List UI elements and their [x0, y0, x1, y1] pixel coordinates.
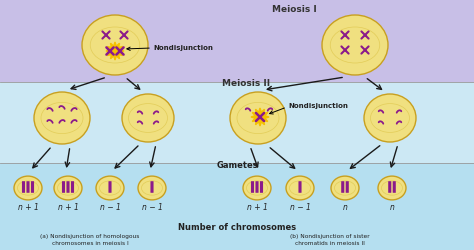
- FancyBboxPatch shape: [251, 181, 254, 193]
- Text: n: n: [390, 202, 394, 211]
- Text: n: n: [343, 202, 347, 211]
- FancyBboxPatch shape: [392, 181, 396, 193]
- Ellipse shape: [96, 176, 124, 200]
- Ellipse shape: [331, 176, 359, 200]
- FancyBboxPatch shape: [109, 181, 111, 193]
- FancyBboxPatch shape: [299, 181, 301, 193]
- Text: Number of chromosomes: Number of chromosomes: [178, 224, 296, 232]
- Text: n + 1: n + 1: [57, 202, 78, 211]
- FancyBboxPatch shape: [346, 181, 349, 193]
- FancyBboxPatch shape: [150, 181, 154, 193]
- Bar: [0, 0, 474, 82]
- Text: Nondisjunction: Nondisjunction: [288, 103, 348, 109]
- Text: (b) Nondisjunction of sister
chromatids in meiosis II: (b) Nondisjunction of sister chromatids …: [290, 234, 370, 246]
- Text: Meiosis I: Meiosis I: [272, 5, 316, 14]
- Ellipse shape: [286, 176, 314, 200]
- Polygon shape: [106, 42, 124, 60]
- Polygon shape: [251, 108, 269, 126]
- Text: (a) Nondisjunction of homologous
chromosomes in meiosis I: (a) Nondisjunction of homologous chromos…: [40, 234, 140, 246]
- Text: n − 1: n − 1: [100, 202, 120, 211]
- Text: Gametes: Gametes: [216, 161, 258, 170]
- FancyBboxPatch shape: [22, 181, 25, 193]
- Bar: [0, 163, 474, 250]
- Text: Meiosis II: Meiosis II: [222, 79, 271, 88]
- Text: n − 1: n − 1: [142, 202, 163, 211]
- Ellipse shape: [54, 176, 82, 200]
- Bar: [0, 82, 474, 163]
- FancyBboxPatch shape: [255, 181, 258, 193]
- Text: n − 1: n − 1: [290, 202, 310, 211]
- Ellipse shape: [322, 15, 388, 75]
- Ellipse shape: [14, 176, 42, 200]
- Ellipse shape: [364, 94, 416, 142]
- Ellipse shape: [122, 94, 174, 142]
- FancyBboxPatch shape: [27, 181, 29, 193]
- FancyBboxPatch shape: [62, 181, 65, 193]
- Ellipse shape: [138, 176, 166, 200]
- FancyBboxPatch shape: [66, 181, 70, 193]
- Text: n + 1: n + 1: [246, 202, 267, 211]
- Ellipse shape: [230, 92, 286, 144]
- FancyBboxPatch shape: [341, 181, 344, 193]
- Ellipse shape: [34, 92, 90, 144]
- FancyBboxPatch shape: [31, 181, 34, 193]
- FancyBboxPatch shape: [388, 181, 392, 193]
- Ellipse shape: [378, 176, 406, 200]
- Text: Nondisjunction: Nondisjunction: [153, 45, 213, 51]
- FancyBboxPatch shape: [71, 181, 74, 193]
- FancyBboxPatch shape: [260, 181, 263, 193]
- Ellipse shape: [243, 176, 271, 200]
- Ellipse shape: [82, 15, 148, 75]
- Text: n + 1: n + 1: [18, 202, 38, 211]
